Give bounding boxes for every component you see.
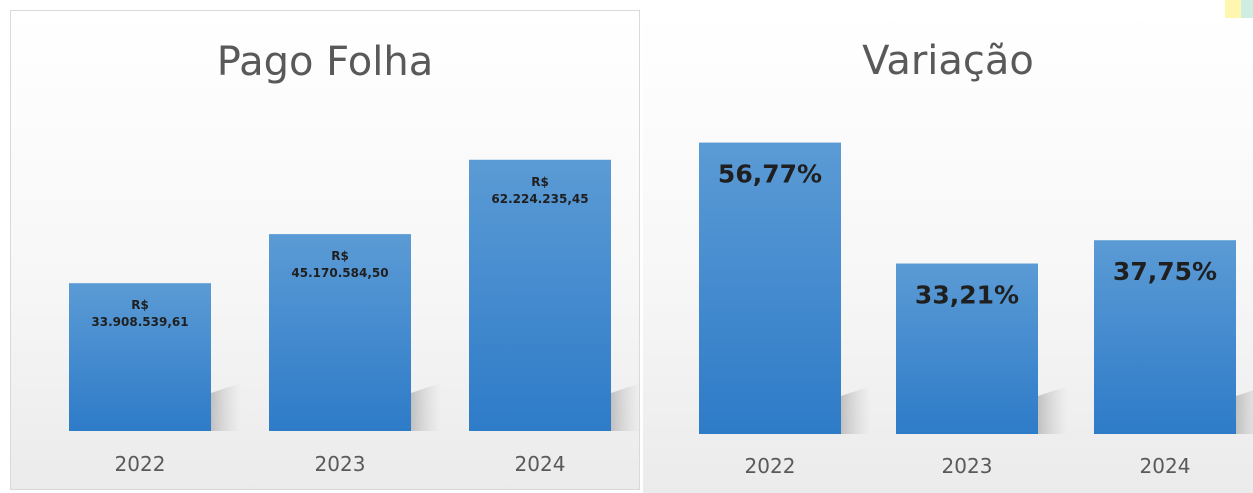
- variacao-plot: 56,77% 2022 33,21% 2023 37,75% 2024: [699, 142, 1253, 478]
- data-label: R$: [131, 298, 149, 312]
- pago-folha-chart: Pago Folha R$ 33.908.539,61 2022 R$ 45.170.5…: [10, 10, 641, 490]
- bar-2022: [699, 142, 841, 434]
- bar-2022: [69, 283, 211, 431]
- data-label: R$: [331, 249, 349, 263]
- bar-shadow: [1236, 390, 1253, 434]
- chart-title: Pago Folha: [216, 39, 434, 85]
- bar-2023: [269, 234, 411, 431]
- x-tick-label: 2023: [315, 452, 366, 476]
- bar-shadow: [211, 383, 241, 431]
- bar-shadow: [411, 383, 441, 431]
- data-label: 62.224.235,45: [491, 192, 588, 206]
- data-label: 33.908.539,61: [91, 315, 188, 329]
- data-label: 37,75%: [1113, 257, 1217, 286]
- pago-folha-plot: R$ 33.908.539,61 2022 R$ 45.170.584,50 2023 R$…: [69, 159, 641, 476]
- bar-2023: [896, 263, 1038, 434]
- x-tick-label: 2024: [1140, 454, 1191, 478]
- bar-shadow: [611, 383, 641, 431]
- x-tick-label: 2024: [515, 452, 566, 476]
- variacao-chart: Variação 56,77% 2022 33,21% 2023 37,75% 2024: [643, 10, 1253, 493]
- bar-shadow: [1038, 386, 1068, 434]
- bar-shadow: [841, 386, 871, 434]
- data-label: 45.170.584,50: [291, 266, 388, 280]
- x-tick-label: 2022: [115, 452, 166, 476]
- bar-2024: [1094, 240, 1236, 434]
- bar-2024: [469, 159, 611, 431]
- corner-decoration: [1225, 0, 1253, 18]
- data-label: 33,21%: [915, 281, 1019, 310]
- x-tick-label: 2023: [942, 454, 993, 478]
- data-label: 56,77%: [718, 160, 822, 189]
- x-tick-label: 2022: [745, 454, 796, 478]
- chart-title: Variação: [862, 38, 1034, 84]
- data-label: R$: [531, 175, 549, 189]
